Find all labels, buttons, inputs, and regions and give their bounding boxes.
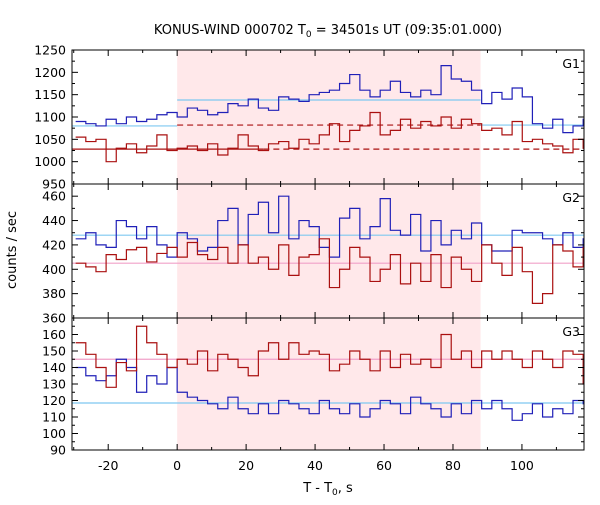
y-tick-label: 440 [42,213,66,228]
series-red-step [75,111,584,163]
series-red-step [75,325,584,388]
y-tick-label: 100 [42,426,66,441]
panel-label-g2: G2 [562,190,580,205]
y-tick-label: 1200 [34,65,66,80]
y-tick-label: 130 [42,377,66,392]
y-tick-label: 380 [42,286,66,301]
y-axis-label: counts / sec [5,211,20,289]
panel-g1: 950 1000 1050 1100 1150 1200 1250 G1 [34,43,585,192]
y-tick-label: 150 [42,344,66,359]
y-tick-label: 140 [42,360,66,375]
x-tick-label: -20 [98,458,118,473]
y-tick-label: 1250 [34,43,66,58]
x-tick-label: 60 [376,458,392,473]
x-tick-label: 40 [307,458,323,473]
panel-label-g1: G1 [562,56,580,71]
x-axis-label: T - T0, s [302,481,353,498]
x-tick-label: 100 [510,458,534,473]
y-tick-label: 1150 [34,87,66,102]
series-blue-step [75,65,584,134]
shaded-interval [177,50,481,184]
y-tick-label: 160 [42,327,66,342]
y-tick-label: 950 [42,177,66,192]
y-tick-label: 400 [42,262,66,277]
series-blue-step [75,358,584,421]
x-tick-label: 80 [445,458,461,473]
y-tick-label: 110 [42,410,66,425]
shaded-interval [177,318,481,450]
y-tick-label: 420 [42,237,66,252]
y-tick-label: 120 [42,393,66,408]
panel-label-g3: G3 [562,324,580,339]
y-tick-label: 1100 [34,110,66,125]
panel-g2: 360 380 400 420 440 460 G2 [42,183,585,326]
y-tick-label: 360 [42,311,66,326]
y-tick-label: 1000 [34,154,66,169]
y-tick-label: 1050 [34,132,66,147]
x-tick-label: 20 [238,458,254,473]
panels-group: 950100010501100115012001250G136038040042… [34,43,585,473]
chart-title: KONUS-WIND 000702 T0 = 34501s UT (09:35:… [154,23,502,40]
x-tick-label: 0 [173,458,181,473]
y-tick-label: 90 [50,443,66,458]
series-red-step [75,238,584,304]
y-tick-label: 460 [42,189,66,204]
